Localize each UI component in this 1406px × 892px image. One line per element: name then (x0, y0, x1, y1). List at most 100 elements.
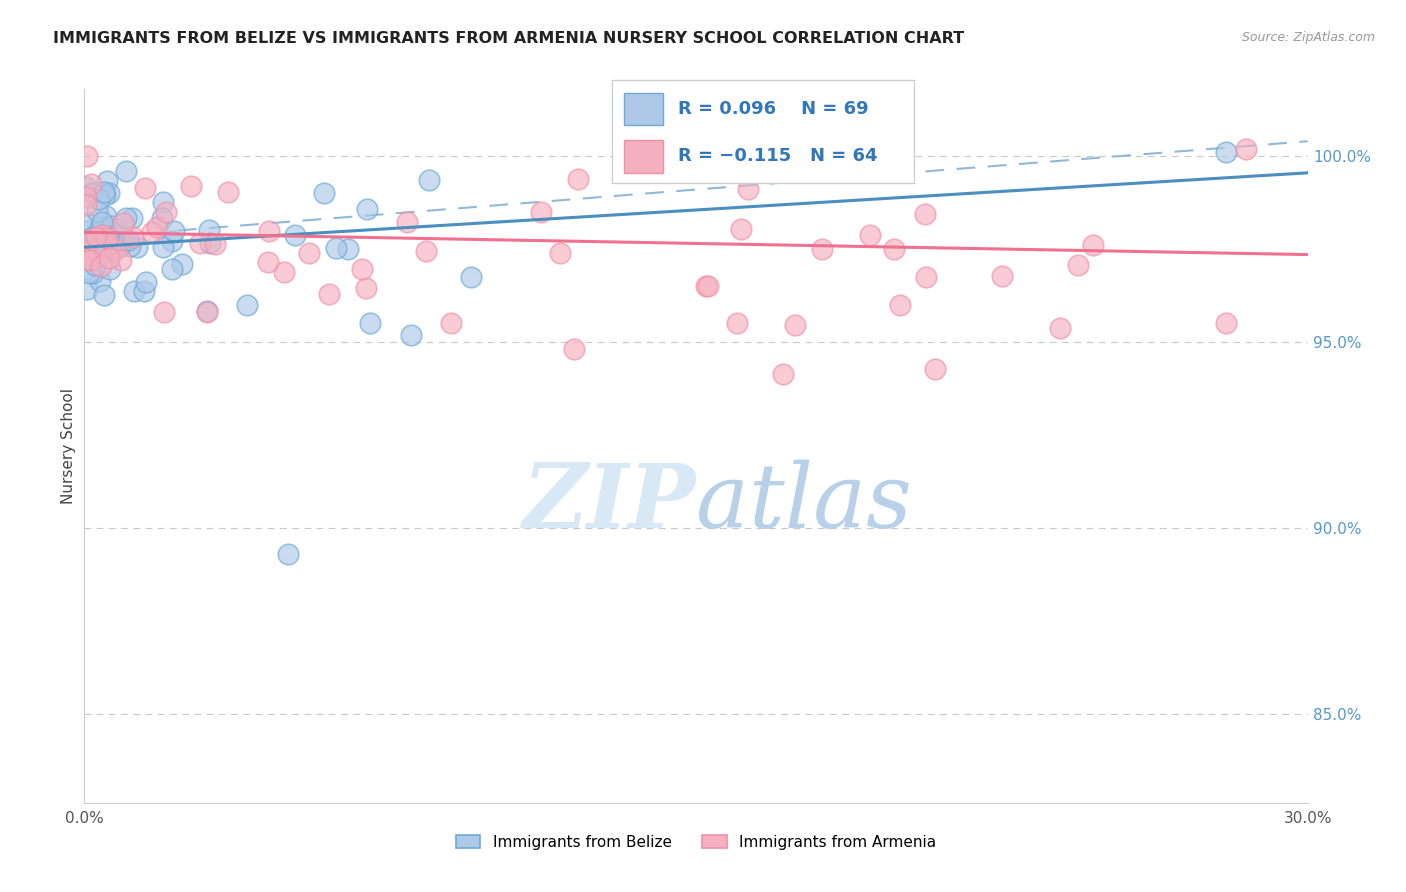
Point (89, 192, 111, 206)
Point (75, 180, 97, 194)
Point (121, 211, 143, 226)
Point (96, 237, 118, 252)
Point (115, 164, 138, 178)
Point (399, 327, 422, 342)
Point (730, 222, 752, 236)
Point (312, 186, 335, 200)
Point (83, 258, 105, 272)
Point (257, 224, 280, 238)
Point (195, 304, 218, 318)
Point (737, 182, 759, 196)
Point (76, 224, 98, 238)
Point (337, 243, 360, 257)
Point (96, 223, 118, 237)
Text: Source: ZipAtlas.com: Source: ZipAtlas.com (1241, 31, 1375, 45)
Point (87, 248, 110, 262)
Point (114, 211, 136, 225)
Point (284, 227, 307, 242)
Point (101, 219, 124, 233)
Point (75, 235, 97, 250)
Point (96, 231, 118, 245)
Point (298, 245, 321, 260)
Point (98, 246, 121, 260)
Point (75, 252, 97, 267)
Point (1067, 258, 1090, 272)
Point (122, 285, 145, 299)
Point (354, 281, 377, 295)
Point (97, 186, 120, 201)
Point (80, 231, 103, 245)
Point (75, 198, 97, 212)
Point (160, 234, 183, 248)
Point (811, 242, 834, 256)
Text: IMMIGRANTS FROM BELIZE VS IMMIGRANTS FROM ARMENIA NURSERY SCHOOL CORRELATION CHA: IMMIGRANTS FROM BELIZE VS IMMIGRANTS FRO… (53, 31, 965, 46)
Point (772, 368, 794, 382)
Point (924, 362, 946, 376)
Point (93, 287, 115, 301)
Point (94, 188, 117, 202)
Point (236, 298, 259, 312)
Text: ZIP: ZIP (523, 460, 696, 546)
Point (80, 178, 103, 192)
Point (198, 236, 221, 251)
Point (697, 278, 720, 293)
Point (195, 305, 218, 319)
Point (256, 255, 278, 269)
Point (89, 273, 111, 287)
Point (76, 149, 98, 163)
Point (188, 236, 211, 251)
Point (76, 282, 98, 296)
Point (91, 228, 114, 243)
Point (440, 316, 463, 330)
Bar (624, 93, 664, 126)
Point (155, 205, 177, 219)
Point (217, 185, 239, 199)
Point (127, 240, 149, 254)
Point (90, 214, 112, 228)
Point (134, 181, 156, 195)
Point (132, 284, 155, 298)
Point (94, 209, 117, 223)
Point (725, 316, 748, 330)
Point (359, 316, 381, 330)
Point (75, 190, 97, 204)
Point (75, 244, 97, 258)
Point (163, 224, 186, 238)
Point (91, 219, 114, 234)
Point (883, 242, 905, 256)
Point (108, 240, 131, 254)
Point (204, 236, 226, 251)
Point (172, 257, 194, 271)
Y-axis label: Nursery School: Nursery School (60, 388, 76, 504)
Point (1081, 238, 1104, 252)
Point (110, 253, 132, 268)
Point (84, 234, 107, 248)
Point (562, 343, 585, 357)
Point (1215, 145, 1237, 160)
Point (98, 262, 121, 277)
Point (89, 221, 111, 235)
Point (110, 227, 132, 242)
Point (141, 225, 163, 239)
Point (153, 305, 176, 319)
Point (160, 262, 183, 277)
Point (82, 242, 104, 256)
Point (84, 229, 107, 244)
Point (859, 227, 882, 242)
Point (103, 242, 125, 256)
Point (134, 275, 156, 289)
Point (756, 145, 779, 159)
Point (90, 259, 112, 273)
Point (93, 186, 115, 200)
Point (785, 318, 807, 333)
Point (889, 298, 911, 312)
Point (111, 216, 134, 230)
Point (325, 241, 347, 255)
Point (350, 261, 373, 276)
Point (77, 266, 100, 280)
Point (318, 286, 340, 301)
Point (914, 207, 936, 221)
Point (89, 236, 111, 251)
Point (118, 239, 141, 253)
Point (530, 205, 553, 219)
